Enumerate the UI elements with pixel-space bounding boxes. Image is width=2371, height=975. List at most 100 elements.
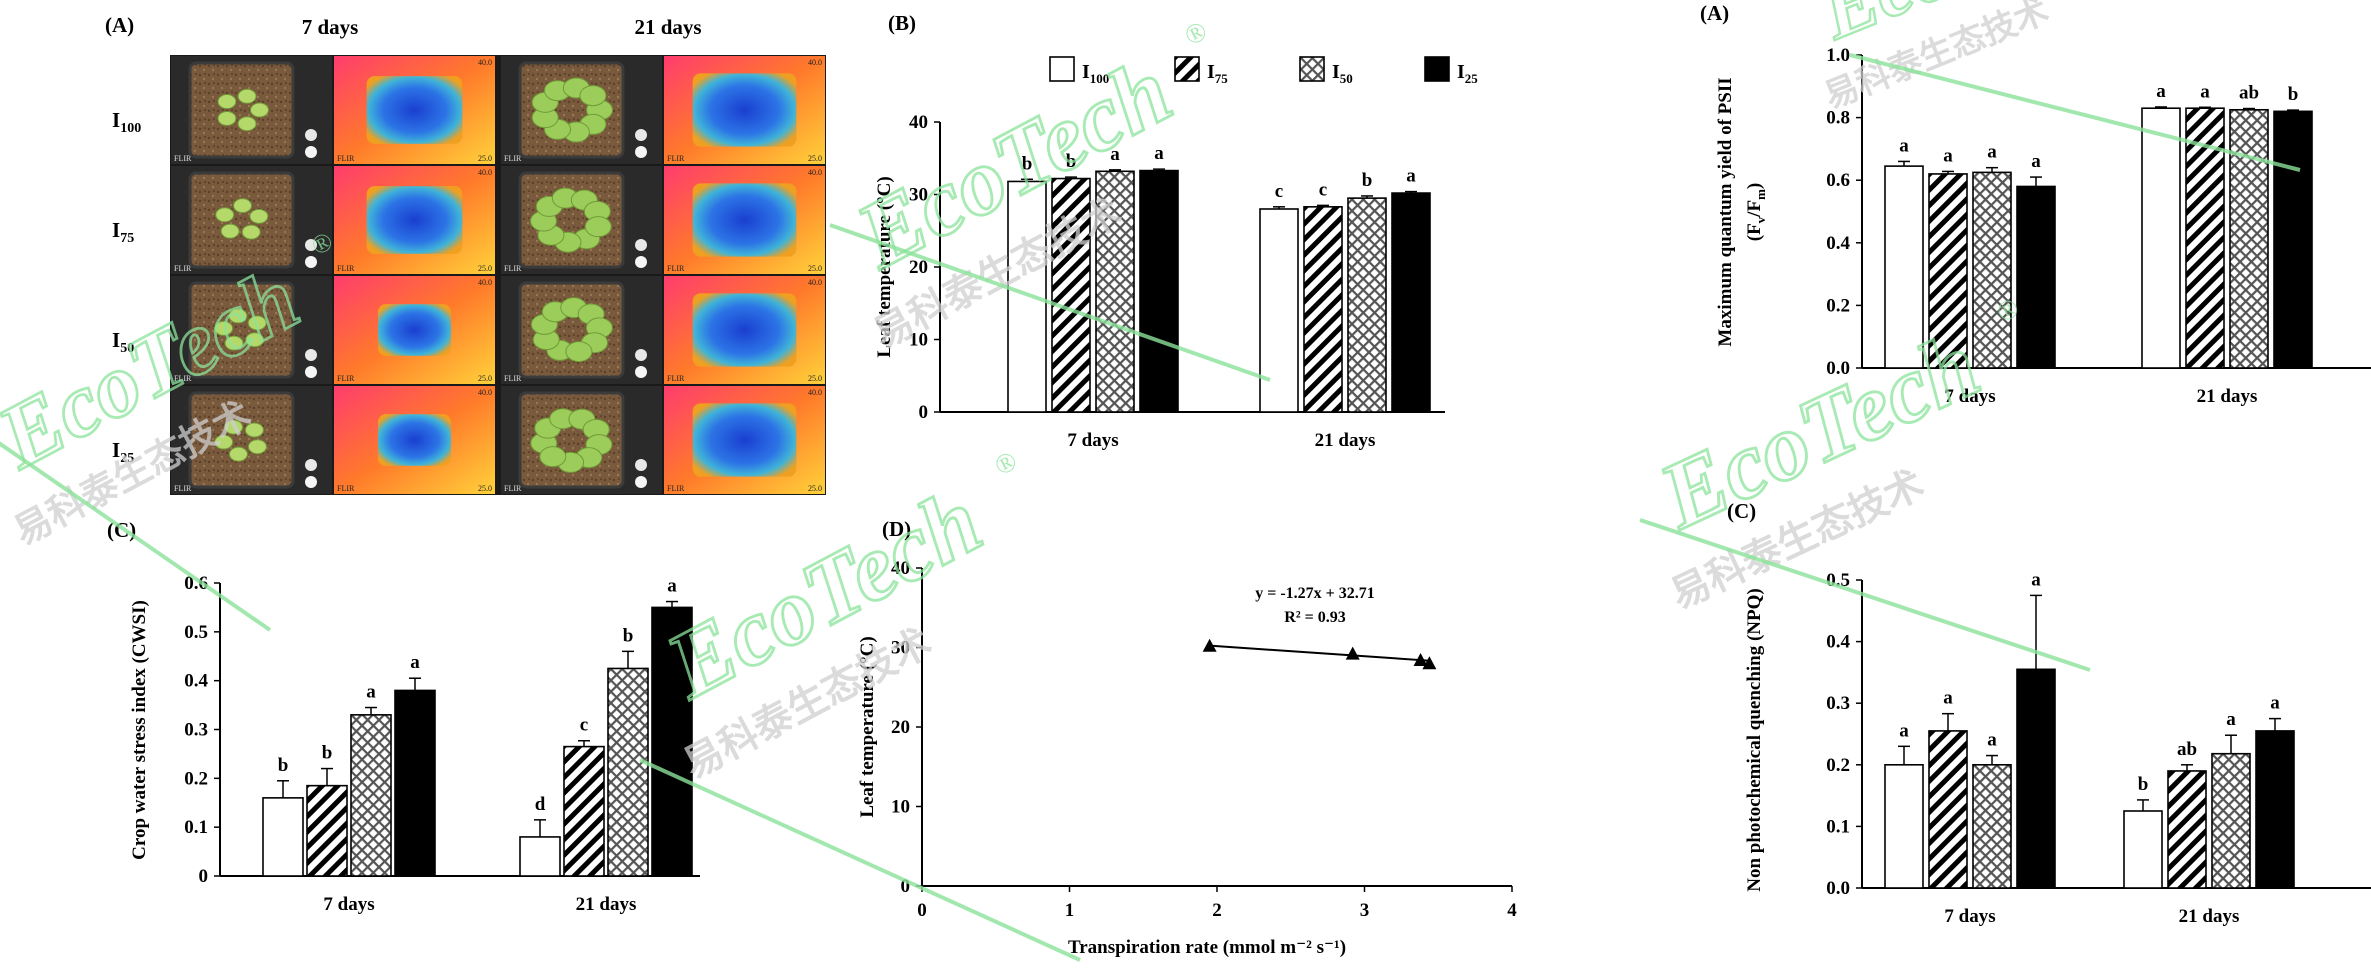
leaf <box>244 422 264 438</box>
thermal-scale-min: 25.0 <box>478 154 492 163</box>
bar-I50 <box>1972 763 2012 889</box>
significance-letter: c <box>1319 179 1327 200</box>
x-tick-label: 1 <box>1065 900 1075 921</box>
y-tick-label: 0.4 <box>1826 233 1850 254</box>
thermal-photo-r2-c3: 40.0 25.0 FLIR <box>664 276 825 384</box>
x-category-label: 21 days <box>576 894 637 915</box>
visible-photo-r0-c0: FLIR <box>171 56 332 164</box>
leaf <box>224 335 244 351</box>
y-axis-label-line1: Maximum quantum yield of PSII <box>1715 77 1736 346</box>
reference-disc <box>305 256 317 268</box>
x-category-label: 7 days <box>1944 906 1995 927</box>
bar-I75 <box>306 784 348 877</box>
bar-I75 <box>1051 177 1091 413</box>
bar-I100 <box>1007 180 1047 413</box>
bar-I50 <box>1347 197 1387 413</box>
bar-I50 <box>2229 108 2269 369</box>
x-category-label: 21 days <box>1315 430 1376 451</box>
thermal-photo-r3-c1: 40.0 25.0 FLIR <box>334 386 495 494</box>
y-tick-label: 0.4 <box>1826 632 1850 653</box>
reference-disc <box>635 239 647 251</box>
soil-pot <box>188 171 295 269</box>
visible-photo-r2-c0: FLIR <box>171 276 332 384</box>
bar-I25 <box>1391 192 1431 413</box>
bar-I25 <box>651 606 693 877</box>
x-category-label: 7 days <box>1067 430 1118 451</box>
panel-label: (D) <box>882 517 911 541</box>
significance-letter: a <box>410 652 420 673</box>
data-point-triangle <box>1202 638 1217 652</box>
y-tick-label: 0.2 <box>1826 295 1850 316</box>
panel-label: (A) <box>1700 1 1729 25</box>
watermark-line <box>829 223 1271 382</box>
significance-letter: a <box>1943 688 1953 709</box>
bar-I25 <box>1139 169 1179 413</box>
visible-photo-r3-c2: FLIR <box>501 386 662 494</box>
watermark-registered: ® <box>1179 14 1212 51</box>
camera-brand-label: FLIR <box>504 154 522 163</box>
thermal-canopy <box>366 186 463 254</box>
thermal-scale-min: 25.0 <box>478 374 492 383</box>
y-tick-label: 0 <box>919 402 929 423</box>
y-tick-label: 10 <box>909 330 928 351</box>
legend-label-I100: I100 <box>1082 61 1109 86</box>
bar-I75 <box>1928 173 1968 369</box>
significance-letter: b <box>1022 153 1033 174</box>
chart-leaf-temperature: 0 10 20 30 40 (B) b b a a 7 days c c b a 21 days Leaf te… <box>874 11 1478 451</box>
watermark-line <box>0 441 272 632</box>
y-tick-label: 10 <box>891 797 910 818</box>
regression-equation: y = -1.27x + 32.71 <box>1255 585 1375 602</box>
thermal-canopy <box>377 414 452 466</box>
significance-letter: a <box>2270 693 2280 714</box>
leaf <box>220 223 240 239</box>
camera-brand-label: FLIR <box>667 154 685 163</box>
thermal-canopy <box>377 304 452 356</box>
x-category-label: 7 days <box>1944 386 1995 407</box>
trendline <box>1209 644 1430 662</box>
leaf <box>565 341 593 363</box>
leaf <box>224 419 244 435</box>
thermal-photo-r0-c1: 40.0 25.0 FLIR <box>334 56 495 164</box>
leaf <box>241 224 261 240</box>
y-tick-label: 0.4 <box>184 671 208 692</box>
data-point-triangle <box>1345 646 1360 660</box>
thermal-scale-min: 25.0 <box>808 154 822 163</box>
visible-photo-r1-c0: FLIR <box>171 166 332 274</box>
leaf <box>245 332 265 348</box>
leaf <box>217 110 237 126</box>
thermal-photo-r3-c3: 40.0 25.0 FLIR <box>664 386 825 494</box>
panel-label: (C) <box>1727 499 1756 523</box>
camera-brand-label: FLIR <box>337 264 355 273</box>
leaf <box>217 94 237 110</box>
camera-brand-label: FLIR <box>667 264 685 273</box>
significance-letter: d <box>535 794 546 815</box>
significance-letter: a <box>2156 81 2166 102</box>
thermal-photo-r1-c1: 40.0 25.0 FLIR <box>334 166 495 274</box>
significance-letter: b <box>2138 774 2149 795</box>
bar-I100 <box>262 797 304 877</box>
reference-disc <box>305 366 317 378</box>
visible-photo-r2-c2: FLIR <box>501 276 662 384</box>
thermal-scale-max: 40.0 <box>478 58 492 67</box>
leaf <box>228 308 248 324</box>
significance-letter: a <box>2226 709 2236 730</box>
camera-brand-label: FLIR <box>337 154 355 163</box>
thermal-scale-max: 40.0 <box>808 168 822 177</box>
leaf <box>579 85 607 107</box>
camera-brand-label: FLIR <box>667 374 685 383</box>
significance-letter: b <box>1362 170 1373 191</box>
legend-label-I75: I75 <box>1207 61 1228 86</box>
y-axis-label: Leaf temperature (°C) <box>874 176 895 357</box>
thermal-canopy <box>692 403 797 477</box>
bar-I75 <box>563 745 605 877</box>
bar-I50 <box>607 667 649 877</box>
thermal-scale-min: 25.0 <box>478 264 492 273</box>
leaf <box>249 208 269 224</box>
y-tick-label: 0.3 <box>1826 693 1850 714</box>
significance-letter: a <box>1154 143 1164 164</box>
significance-letter: a <box>1899 720 1909 741</box>
